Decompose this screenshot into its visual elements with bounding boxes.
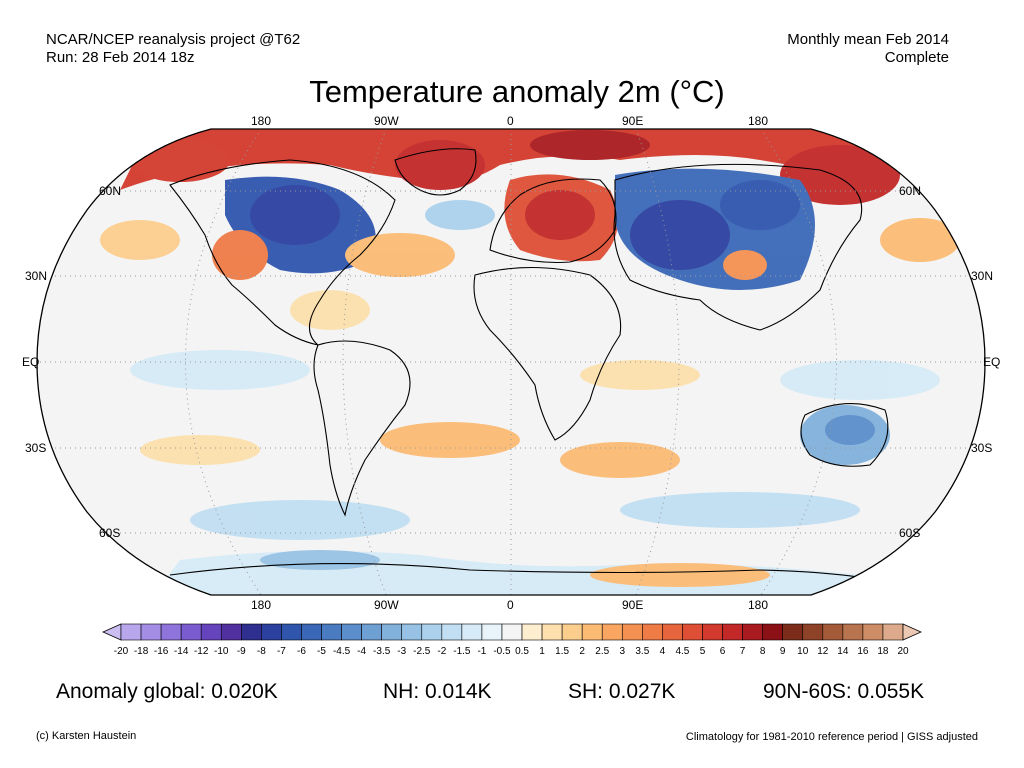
lon-label-bottom: 180 [748,598,769,612]
lon-label-bottom: 180 [251,598,272,612]
lon-label-top: 0 [507,114,514,128]
map-border [36,128,986,596]
anomaly-field [100,129,960,595]
lat-label-right: 60S [899,526,921,540]
lat-label-right: EQ [983,355,1001,369]
lon-label-top: 90E [622,114,644,128]
lat-label-left: 60N [99,184,122,198]
climatology-note: Climatology for 1981-2010 reference peri… [685,731,978,743]
sh-anomaly: SH: 0.027K [568,680,676,703]
lon-label-bottom: 90W [374,598,399,612]
arctic-anomaly: 90N-60S: 0.055K [763,680,925,703]
lon-label-top: 180 [251,114,272,128]
lon-label-top: 90W [374,114,399,128]
status-text: Complete [884,49,949,66]
lat-label-left: 30S [25,441,47,455]
lat-label-right: 30N [971,269,994,283]
lon-label-bottom: 0 [507,598,514,612]
graticule [37,129,985,595]
map-title: Temperature anomaly 2m (°C) [309,74,725,109]
run-text: Run: 28 Feb 2014 18z [46,49,195,66]
lat-label-left: 30N [25,269,48,283]
coastlines [169,148,901,586]
credit-text: (c) Karsten Haustein [36,730,137,742]
global-anomaly: Anomaly global: 0.020K [56,680,278,703]
period-text: Monthly mean Feb 2014 [787,31,949,48]
lat-label-right: 60N [899,184,922,198]
lat-label-left: 60S [99,526,121,540]
lat-label-left: EQ [22,355,40,369]
source-text: NCAR/NCEP reanalysis project @T62 [46,31,301,48]
nh-anomaly: NH: 0.014K [383,680,492,703]
lon-label-bottom: 90E [622,598,644,612]
lon-label-top: 180 [748,114,769,128]
lat-label-right: 30S [971,441,993,455]
